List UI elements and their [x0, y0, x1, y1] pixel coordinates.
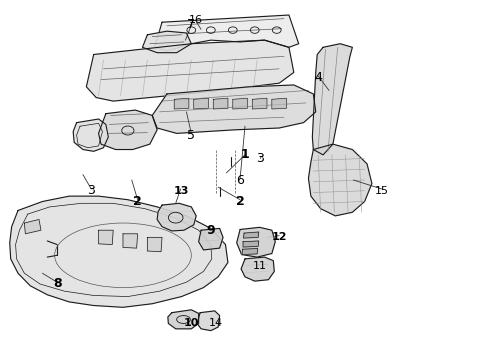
Text: 8: 8: [53, 278, 61, 291]
Polygon shape: [312, 44, 352, 155]
Polygon shape: [308, 144, 372, 216]
Text: 12: 12: [271, 232, 287, 242]
Polygon shape: [152, 85, 316, 134]
Polygon shape: [194, 98, 208, 109]
Polygon shape: [213, 98, 228, 109]
Text: 2: 2: [236, 195, 245, 208]
Text: 4: 4: [314, 71, 322, 84]
Polygon shape: [155, 15, 299, 51]
Text: 14: 14: [209, 319, 223, 328]
Text: 3: 3: [256, 152, 264, 165]
Polygon shape: [123, 234, 138, 248]
Polygon shape: [252, 98, 267, 109]
Polygon shape: [241, 257, 274, 281]
Polygon shape: [73, 119, 108, 151]
Text: 9: 9: [206, 224, 215, 237]
Text: 3: 3: [87, 184, 95, 197]
Text: 5: 5: [187, 129, 196, 142]
Text: 1: 1: [241, 148, 249, 161]
Text: 7: 7: [187, 18, 196, 31]
Polygon shape: [10, 196, 228, 307]
Polygon shape: [86, 40, 294, 101]
Polygon shape: [272, 98, 287, 109]
Polygon shape: [198, 228, 223, 250]
Text: 13: 13: [174, 186, 189, 196]
Text: 16: 16: [189, 15, 203, 26]
Polygon shape: [24, 220, 41, 234]
Polygon shape: [233, 98, 247, 109]
Text: 11: 11: [253, 261, 267, 271]
Polygon shape: [244, 232, 259, 238]
Polygon shape: [147, 237, 162, 252]
Polygon shape: [157, 203, 196, 231]
Polygon shape: [168, 310, 198, 329]
Polygon shape: [143, 31, 191, 53]
Polygon shape: [243, 241, 259, 247]
Polygon shape: [237, 227, 275, 257]
Polygon shape: [98, 110, 157, 149]
Text: 2: 2: [133, 195, 142, 208]
Polygon shape: [197, 311, 220, 330]
Text: 10: 10: [184, 319, 199, 328]
Polygon shape: [174, 98, 189, 109]
Polygon shape: [242, 248, 258, 255]
Polygon shape: [98, 230, 113, 244]
Text: 6: 6: [236, 174, 244, 186]
Text: 15: 15: [375, 186, 389, 196]
